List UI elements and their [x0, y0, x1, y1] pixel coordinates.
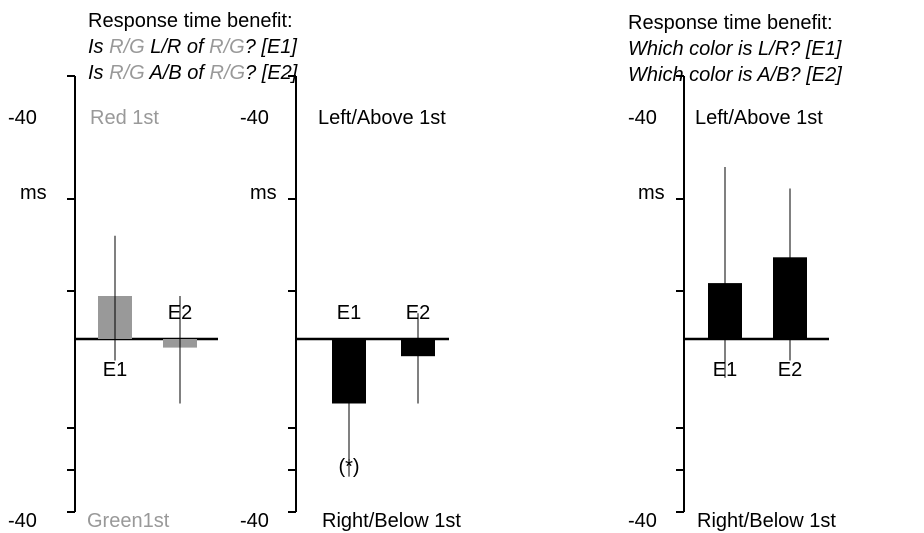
significance-annotation: (*)	[338, 456, 359, 478]
y-unit-label: ms	[638, 182, 665, 204]
left-header-line2: Is R/G A/B of R/G? [E2]	[88, 62, 298, 84]
category-label-E1: E1	[103, 359, 127, 381]
bottom-direction-label: Right/Below 1st	[697, 510, 836, 532]
y-unit-label: ms	[20, 182, 47, 204]
category-label-E2: E2	[778, 359, 802, 381]
category-label-E2: E2	[406, 302, 430, 324]
left-header-line1: Is R/G L/R of R/G? [E1]	[88, 36, 297, 58]
top-direction-label: Left/Above 1st	[695, 107, 823, 129]
category-label-E1: E1	[337, 302, 361, 324]
category-label-E1: E1	[713, 359, 737, 381]
right-header-line2: Which color is A/B? [E2]	[628, 64, 842, 86]
right-header: Response time benefit: Which color is L/…	[628, 10, 842, 88]
top-direction-label: Red 1st	[90, 107, 159, 129]
top-direction-label: Left/Above 1st	[318, 107, 446, 129]
left-header: Response time benefit: Is R/G L/R of R/G…	[88, 8, 297, 86]
left-header-title: Response time benefit:	[88, 10, 293, 32]
bottom-direction-label: Right/Below 1st	[322, 510, 461, 532]
y-tick-label-top: -40	[628, 107, 657, 129]
y-tick-label-top: -40	[8, 107, 37, 129]
category-label-E2: E2	[168, 302, 192, 324]
y-unit-label: ms	[250, 182, 277, 204]
right-header-line1: Which color is L/R? [E1]	[628, 38, 842, 60]
y-tick-label-bottom: -40	[628, 510, 657, 532]
y-tick-label-bottom: -40	[8, 510, 37, 532]
bottom-direction-label: Green1st	[87, 510, 170, 532]
right-header-title: Response time benefit:	[628, 12, 833, 34]
y-tick-label-top: -40	[240, 107, 269, 129]
y-tick-label-bottom: -40	[240, 510, 269, 532]
